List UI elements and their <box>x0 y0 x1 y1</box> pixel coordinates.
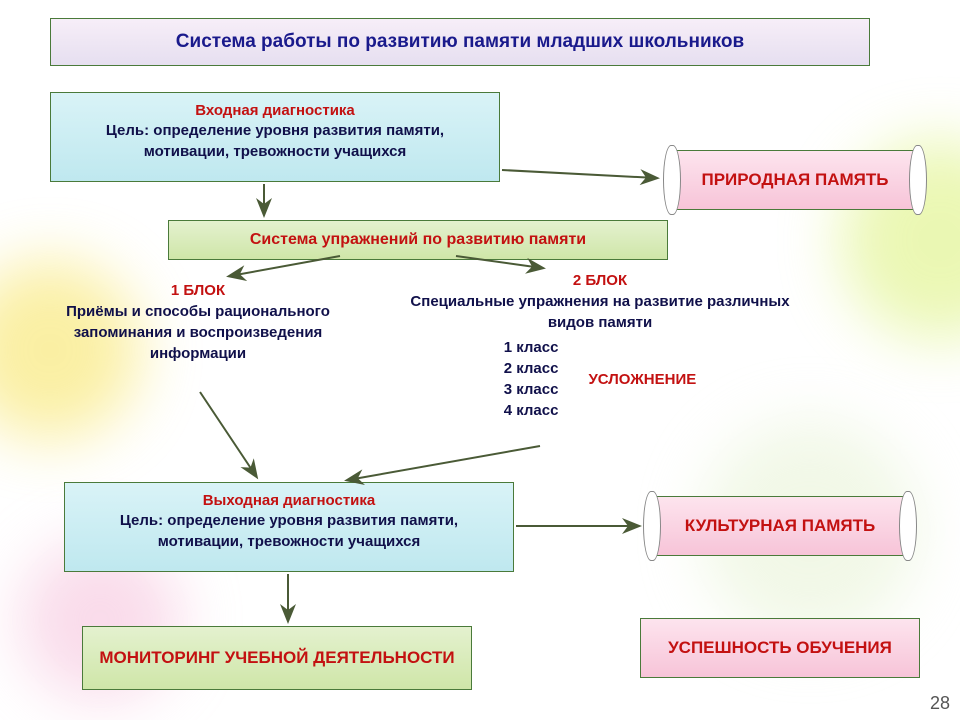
flow-arrows <box>0 0 960 720</box>
